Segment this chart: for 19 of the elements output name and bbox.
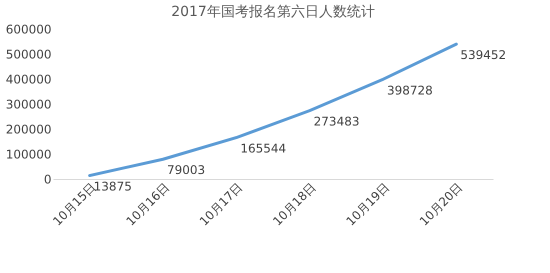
x-tick-label: 10月17日 — [196, 180, 246, 229]
x-tick-label: 10月18日 — [270, 180, 319, 229]
y-tick-label: 200000 — [6, 122, 52, 136]
y-tick-label: 400000 — [6, 72, 52, 86]
x-tick-label: 10月20日 — [416, 180, 466, 229]
data-label: 13875 — [94, 180, 132, 194]
chart-title: 2017年国考报名第六日人数统计 — [171, 4, 375, 20]
y-tick-label: 100000 — [6, 148, 52, 162]
y-tick-label: 600000 — [6, 22, 52, 36]
y-tick-label: 500000 — [6, 48, 52, 62]
data-label: 273483 — [314, 114, 360, 129]
y-tick-label: 300000 — [6, 98, 52, 112]
y-tick-label: 0 — [44, 172, 52, 186]
line-series — [88, 42, 458, 178]
data-label: 79003 — [167, 163, 206, 178]
x-tick-label: 10月19日 — [344, 180, 392, 229]
data-label: 539452 — [460, 48, 506, 62]
data-label: 165544 — [240, 142, 286, 156]
data-label: 398728 — [387, 83, 433, 98]
